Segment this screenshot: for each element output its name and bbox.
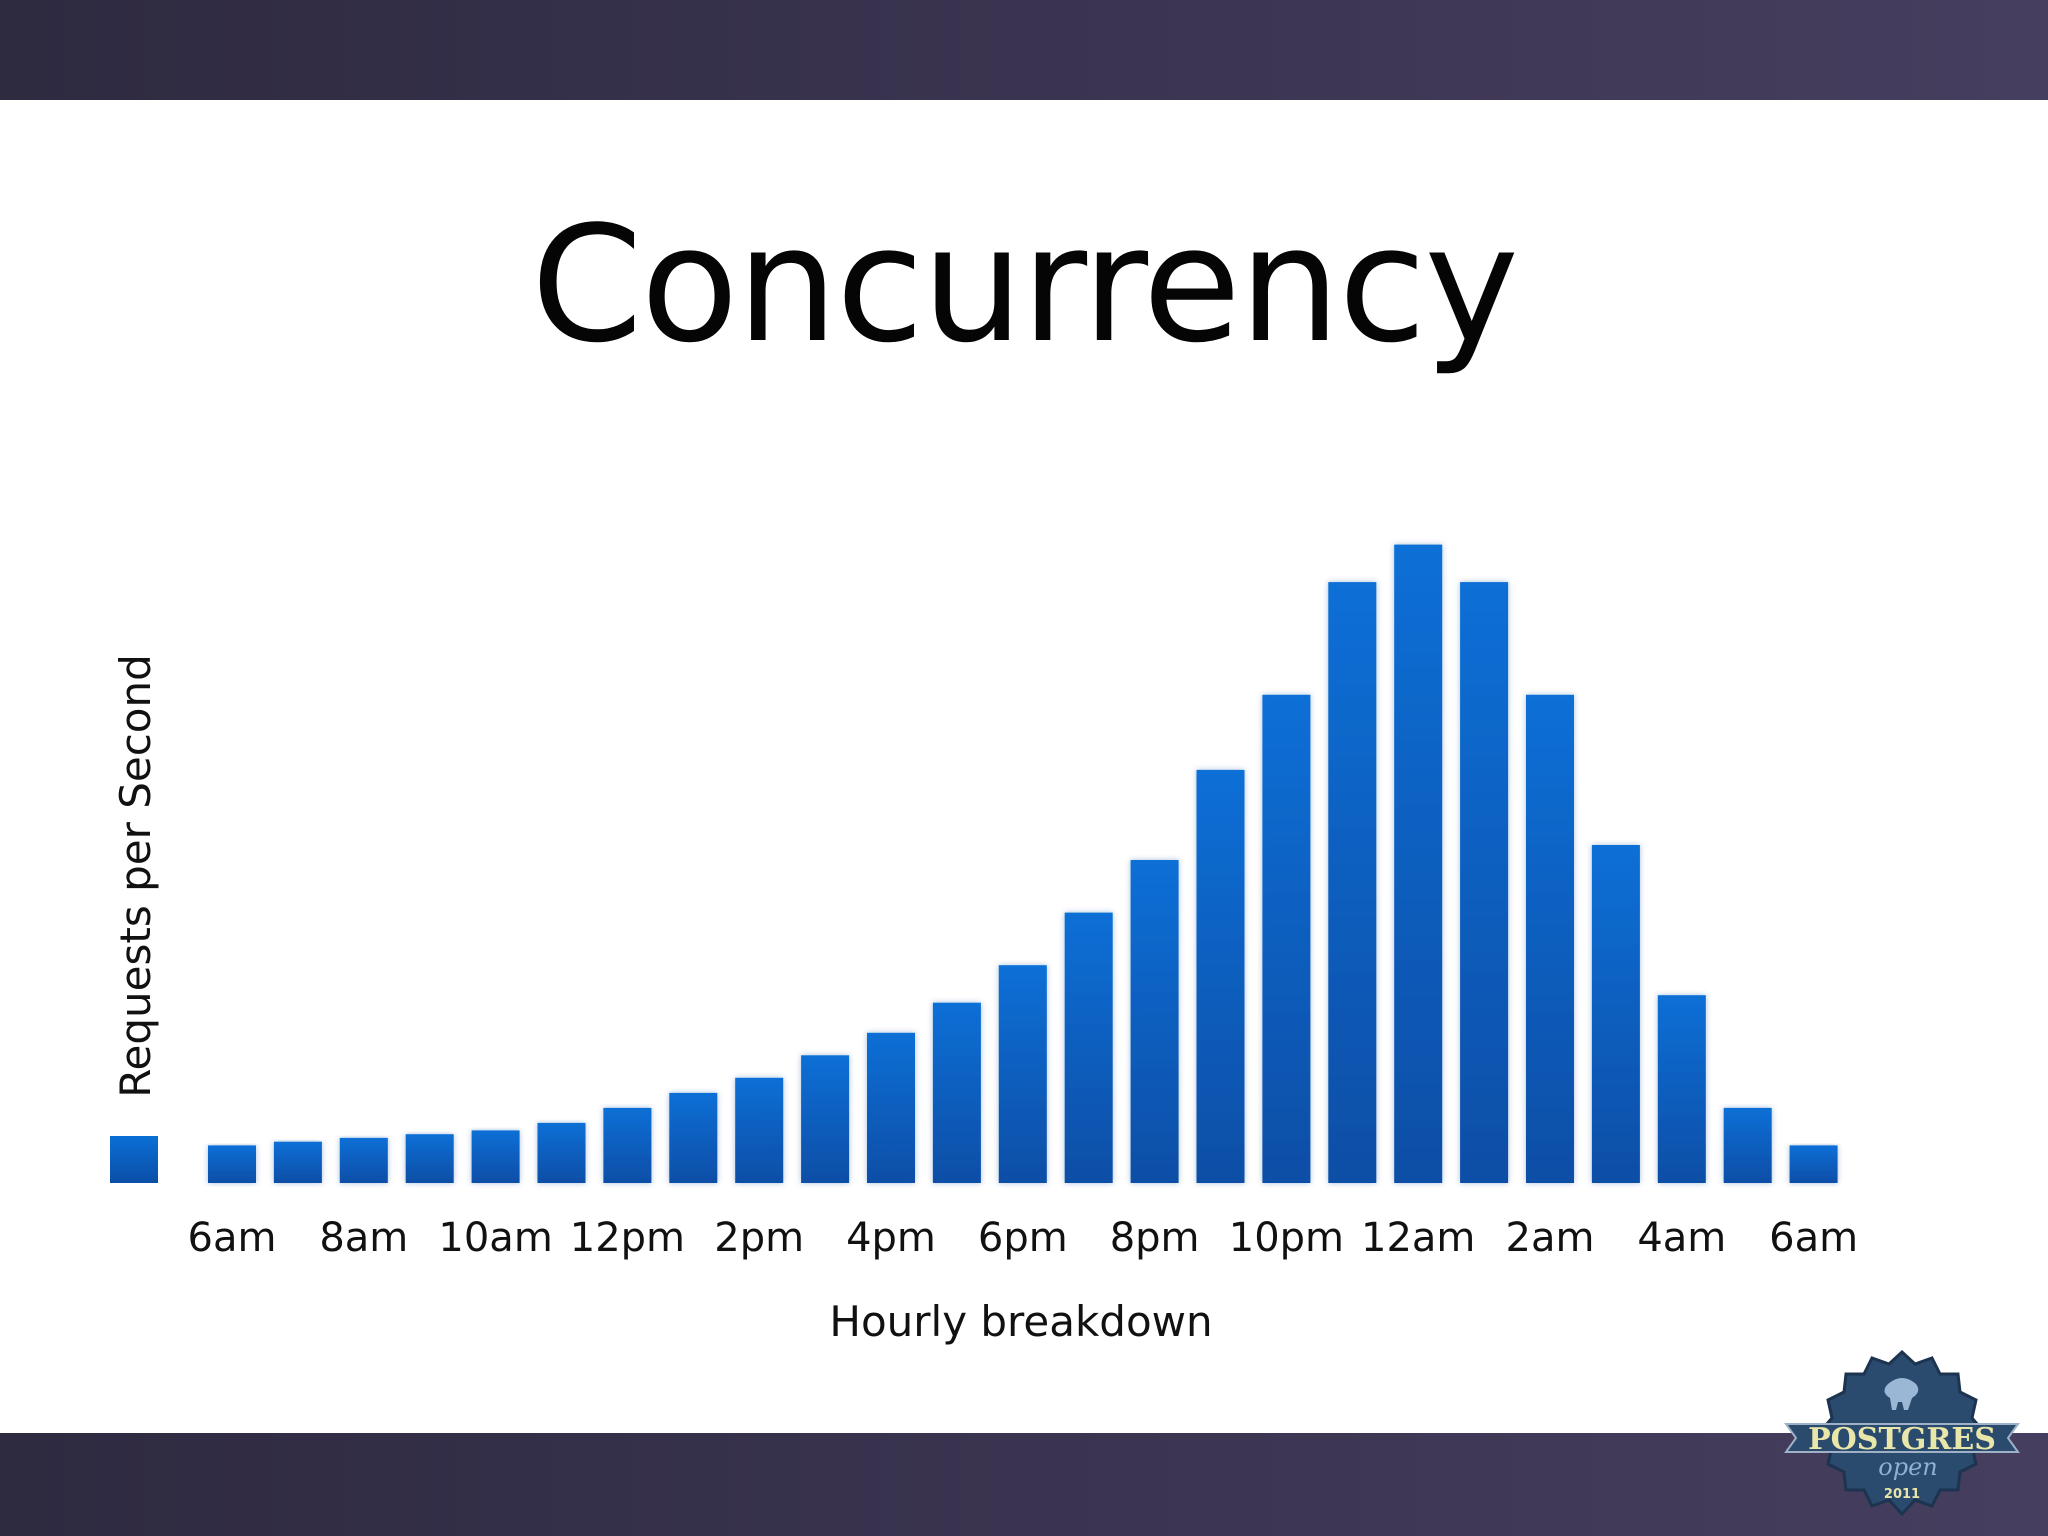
bar-3	[405, 1134, 454, 1183]
bar-9	[801, 1055, 850, 1183]
x-tick-label-3: 12pm	[570, 1215, 685, 1261]
bar-6	[603, 1107, 652, 1183]
bar-11	[932, 1002, 981, 1183]
x-tick-label-0: 6am	[188, 1215, 277, 1261]
top-band	[0, 0, 2048, 100]
x-tick-label-8: 10pm	[1229, 1215, 1344, 1261]
logo-text-main: POSTGRES	[1808, 1422, 1996, 1457]
logo-text-sub: open	[1878, 1453, 1937, 1481]
x-tick-label-4: 2pm	[714, 1215, 804, 1261]
bar-4	[471, 1130, 520, 1183]
x-tick-label-2: 10am	[438, 1215, 552, 1261]
bottom-band	[0, 1433, 2048, 1536]
bar-20	[1526, 694, 1574, 1183]
bar-14	[1130, 860, 1179, 1183]
x-tick-label-5: 4pm	[846, 1215, 936, 1261]
logo-elephant-icon	[1884, 1378, 1919, 1410]
legend-swatch	[110, 1136, 158, 1183]
x-tick-label-10: 2am	[1506, 1215, 1595, 1261]
x-tick-labels: 6am 8am 10am 12pm 2pm 4pm 6pm 8pm 10pm 12am 2am 4am…	[188, 1215, 1859, 1261]
postgres-open-logo: POSTGRES open 2011	[1784, 1349, 2020, 1517]
bar-18	[1394, 544, 1443, 1183]
x-tick-label-9: 12am	[1361, 1215, 1475, 1261]
bar-chart: 6am 8am 10am 12pm 2pm 4pm 6pm 8pm 10pm 12am 2am 4am…	[110, 544, 1859, 1346]
x-tick-label-7: 8pm	[1110, 1215, 1200, 1261]
bar-23	[1723, 1107, 1772, 1183]
bar-15	[1196, 769, 1245, 1183]
bar-13	[1064, 912, 1113, 1183]
bar-17	[1328, 582, 1377, 1183]
logo-text-year: 2011	[1884, 1487, 1920, 1502]
bar-7	[669, 1092, 718, 1183]
bar-0	[208, 1145, 256, 1183]
bar-12	[998, 965, 1047, 1183]
bar-21	[1591, 845, 1640, 1183]
x-tick-label-1: 8am	[319, 1215, 408, 1261]
slide-title: Concurrency	[530, 191, 1519, 378]
bar-5	[537, 1122, 586, 1183]
bar-1	[273, 1141, 322, 1183]
bars-group	[208, 544, 1838, 1183]
y-axis-label: Requests per Second	[111, 654, 160, 1098]
x-tick-label-11: 4am	[1637, 1215, 1726, 1261]
bar-2	[339, 1137, 388, 1183]
bar-22	[1657, 995, 1706, 1183]
x-tick-label-12: 6am	[1769, 1215, 1858, 1261]
bar-8	[735, 1077, 784, 1183]
bar-10	[867, 1032, 915, 1183]
bar-16	[1262, 694, 1311, 1183]
x-tick-label-6: 6pm	[978, 1215, 1068, 1261]
bar-19	[1460, 582, 1509, 1183]
logo-banner-icon	[1784, 1423, 2020, 1453]
x-axis-label: Hourly breakdown	[829, 1297, 1212, 1346]
bar-24	[1789, 1145, 1838, 1183]
